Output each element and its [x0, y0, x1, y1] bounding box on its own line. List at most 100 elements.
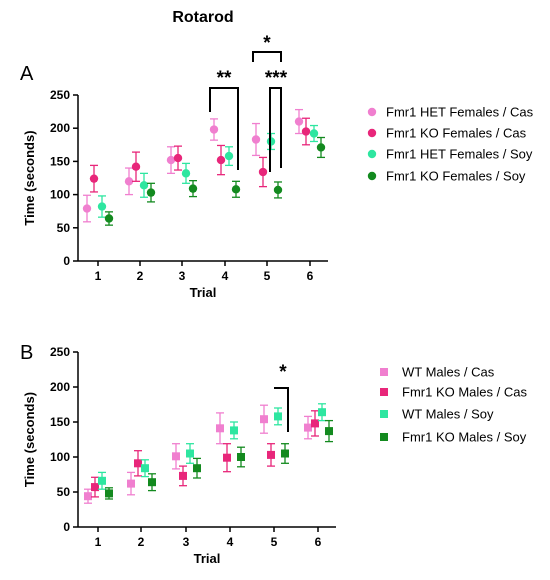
series-1 — [84, 404, 312, 504]
data-point — [237, 453, 245, 461]
data-point — [141, 464, 149, 473]
data-point — [281, 449, 289, 458]
legend-marker — [367, 149, 377, 159]
y-tick-label: 250 — [50, 345, 70, 359]
data-point — [311, 419, 319, 428]
data-point — [267, 450, 275, 459]
x-tick-label: 3 — [183, 535, 190, 549]
x-tick-label: 1 — [95, 269, 102, 283]
data-point — [148, 478, 156, 487]
figure-title: Rotarod — [172, 9, 233, 26]
significance-label: ** — [217, 68, 232, 89]
data-point — [188, 184, 198, 193]
y-tick-label: 50 — [57, 485, 71, 499]
y-tick-label: 50 — [57, 221, 71, 235]
data-point — [258, 167, 268, 177]
bracket-line — [252, 51, 282, 62]
x-tick-label: 2 — [137, 269, 144, 283]
x-tick-label: 6 — [307, 269, 314, 283]
data-point — [134, 459, 142, 468]
data-point — [294, 117, 304, 126]
y-axis-title: Time (seconds) — [22, 392, 37, 487]
significance-label: * — [263, 33, 271, 54]
data-point — [216, 424, 224, 433]
data-point — [139, 181, 149, 190]
legend-label: WT Males / Cas — [402, 365, 495, 380]
y-tick-label: 150 — [50, 415, 70, 429]
x-tick-label: 2 — [138, 535, 145, 549]
data-point — [216, 155, 226, 165]
x-tick-label: 3 — [179, 269, 186, 283]
legend-label: Fmr1 KO Males / Cas — [402, 385, 527, 400]
y-tick-label: 250 — [50, 88, 70, 102]
data-point — [172, 452, 180, 461]
x-tick-label: 1 — [95, 535, 102, 549]
legend-marker — [380, 433, 388, 441]
data-point — [89, 174, 99, 183]
legend-marker — [380, 388, 388, 396]
y-tick-label: 150 — [50, 154, 70, 168]
data-point — [273, 185, 283, 195]
series-2 — [91, 410, 319, 498]
series-3 — [98, 403, 326, 490]
data-point — [124, 177, 134, 186]
significance-bracket: *** — [265, 68, 288, 172]
series-4 — [105, 419, 333, 500]
y-axis-title: Time (seconds) — [22, 130, 37, 225]
y-tick-label: 0 — [63, 520, 70, 534]
data-point — [223, 453, 231, 462]
panel-letter: B — [20, 342, 33, 364]
legend: Fmr1 HET Females / Cas Fmr1 KO Females / … — [367, 105, 534, 184]
series-2 — [89, 117, 311, 193]
data-point — [301, 127, 311, 136]
panel-b: B 0 50 100 150 200 250 1 2 3 4 5 6 Trial Time (seconds… — [20, 342, 527, 566]
x-tick-label: 4 — [227, 535, 234, 549]
x-axis-title: Trial — [190, 285, 217, 300]
data-point — [224, 151, 234, 161]
data-point — [146, 188, 156, 197]
legend: WT Males / Cas Fmr1 KO Males / Cas WT Male… — [380, 365, 527, 445]
data-point — [186, 449, 194, 458]
data-point — [193, 464, 201, 473]
legend-label: Fmr1 KO Females / Soy — [386, 169, 526, 184]
legend-label: Fmr1 HET Females / Cas — [386, 105, 534, 120]
x-tick-label: 5 — [264, 269, 271, 283]
legend-marker — [380, 410, 388, 418]
significance-label: *** — [265, 68, 288, 89]
data-point — [181, 169, 191, 178]
legend-label: Fmr1 KO Males / Soy — [402, 430, 527, 445]
legend-label: WT Males / Soy — [402, 407, 494, 422]
y-tick-label: 100 — [50, 450, 70, 464]
x-tick-label: 5 — [271, 535, 278, 549]
series-1 — [82, 108, 304, 223]
data-point — [179, 471, 187, 480]
x-tick-label: 6 — [315, 535, 322, 549]
data-point — [209, 125, 219, 134]
series-3 — [97, 124, 319, 218]
data-point — [173, 153, 183, 163]
legend-marker — [380, 368, 388, 376]
legend-label: Fmr1 HET Females / Soy — [386, 147, 533, 162]
data-point — [166, 155, 176, 165]
significance-bracket: * — [252, 33, 282, 62]
y-tick-label: 200 — [50, 380, 70, 394]
legend-marker — [367, 107, 377, 117]
legend-marker — [367, 128, 377, 138]
significance-bracket: ** — [209, 68, 239, 170]
data-point — [309, 129, 319, 138]
data-point — [97, 202, 107, 211]
significance-bracket: * — [274, 362, 289, 432]
bracket-line — [209, 87, 239, 170]
data-point — [131, 162, 141, 171]
data-point — [325, 427, 333, 436]
data-point — [91, 483, 99, 492]
x-tick-label: 4 — [222, 269, 229, 283]
data-point — [104, 214, 114, 223]
bracket-line — [274, 387, 289, 432]
data-point — [304, 423, 312, 432]
data-point — [260, 415, 268, 424]
data-point — [84, 492, 92, 501]
data-point — [98, 476, 106, 485]
legend-label: Fmr1 KO Females / Cas — [386, 126, 527, 141]
